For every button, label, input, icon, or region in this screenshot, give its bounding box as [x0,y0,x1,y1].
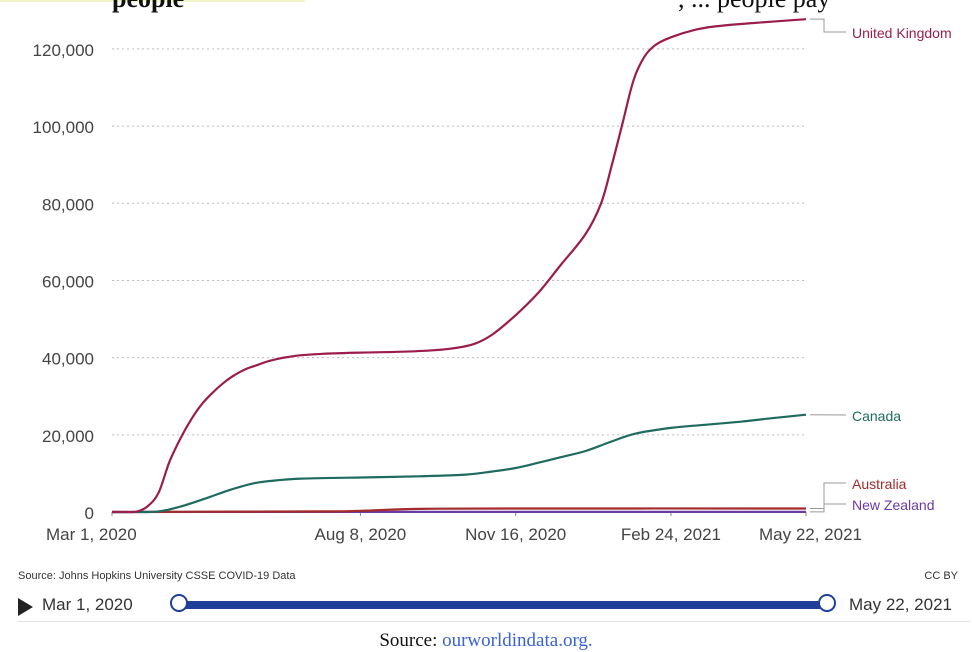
x-tick-label: Nov 16, 2020 [465,525,566,544]
line-chart: 020,00040,00060,00080,000100,000120,000 … [33,18,952,544]
series-label-canada[interactable]: Canada [852,408,901,424]
timeline-start-label: Mar 1, 2020 [42,595,133,614]
y-tick-label: 0 [85,504,94,523]
series-line-united-kingdom [111,18,807,514]
x-tick-label: Feb 24, 2021 [621,525,721,544]
caption-link[interactable]: ourworldindata.org. [442,630,593,651]
license-link[interactable]: CC BY [924,570,958,582]
x-tick-label: May 22, 2021 [759,525,862,544]
figure-caption: Source: ourworldindata.org. [0,630,972,652]
timeline-divider [18,621,970,622]
series-label-australia[interactable]: Australia [852,476,907,492]
y-tick-label: 20,000 [42,427,94,446]
grid-lines [112,48,806,436]
timeline-track[interactable] [184,601,830,609]
header-fragment-left: people [112,0,184,14]
y-tick-label: 80,000 [42,195,94,214]
timeline-end-label: May 22, 2021 [848,595,952,614]
play-icon[interactable] [18,598,33,616]
data-source: Source: Johns Hopkins University CSSE CO… [18,570,296,582]
series-line-canada [111,413,807,514]
series-lines [111,18,807,514]
y-tick-label: 120,000 [33,41,94,60]
timeline-start-handle[interactable] [170,594,188,612]
header-fragment: people , ... people pay [0,0,972,14]
y-tick-label: 100,000 [33,118,94,137]
leader-line-united-kingdom [810,18,846,33]
leader-line-australia [810,482,846,509]
x-tick-label: Mar 1, 2020 [46,525,137,544]
series-label-new-zealand[interactable]: New Zealand [852,497,935,513]
y-tick-label: 40,000 [42,350,94,369]
caption-prefix: Source: [379,630,443,651]
header-highlight [0,0,305,2]
x-tick-label: Aug 8, 2020 [315,525,407,544]
series-label-united-kingdom[interactable]: United Kingdom [852,25,952,41]
series-labels[interactable]: United Kingdom Canada Australia New Zealand [809,18,952,513]
leader-line-new-zealand [810,503,846,513]
x-axis-ticks: Mar 1, 2020 Aug 8, 2020 Nov 16, 2020 Feb 24… [46,511,862,544]
header-fragment-right: , ... people pay [678,0,830,14]
series-line-australia [111,507,807,514]
timeline-end-handle[interactable] [818,594,836,612]
y-tick-label: 60,000 [42,272,94,291]
y-axis-ticks: 0 20,000 40,000 60,000 80,000 100,000 120,000 [33,41,94,523]
timeline-control: Mar 1, 2020 May 22, 2021 [18,592,970,622]
